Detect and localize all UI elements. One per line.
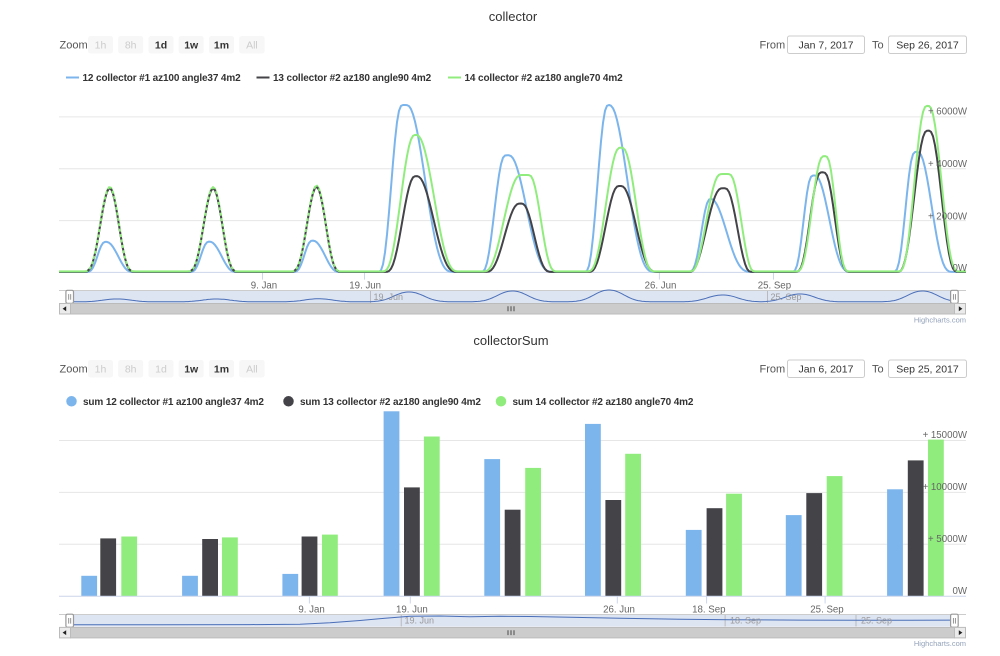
svg-text:To: To <box>872 40 884 52</box>
svg-text:1h: 1h <box>95 364 107 376</box>
svg-text:1d: 1d <box>155 364 167 376</box>
svg-text:18. Sep: 18. Sep <box>692 604 725 615</box>
svg-text:19. Jun: 19. Jun <box>405 615 435 625</box>
svg-text:1m: 1m <box>214 364 229 376</box>
svg-text:All: All <box>246 40 258 52</box>
svg-text:collectorSum: collectorSum <box>473 333 548 348</box>
svg-text:19. Jun: 19. Jun <box>349 281 381 292</box>
svg-text:12 collector #1 az100 angle37: 12 collector #1 az100 angle37 4m2 <box>83 73 242 84</box>
svg-text:Sep 25, 2017: Sep 25, 2017 <box>896 364 959 376</box>
svg-text:Zoom: Zoom <box>60 363 88 375</box>
svg-text:19. Jun: 19. Jun <box>396 604 428 615</box>
svg-text:sum 14 collector #2 az180 angl: sum 14 collector #2 az180 angle70 4m2 <box>513 397 694 408</box>
svg-text:+ 10000W: + 10000W <box>923 482 968 493</box>
svg-text:19. Jun: 19. Jun <box>374 292 404 302</box>
svg-text:Jan 6, 2017: Jan 6, 2017 <box>799 364 854 376</box>
svg-text:To: To <box>872 364 884 376</box>
svg-text:Highcharts.com: Highcharts.com <box>914 316 966 325</box>
svg-text:+ 6000W: + 6000W <box>928 107 968 118</box>
svg-text:+ 15000W: + 15000W <box>923 430 968 441</box>
svg-text:25. Sep: 25. Sep <box>758 281 791 292</box>
svg-text:sum 13 collector #2 az180 angl: sum 13 collector #2 az180 angle90 4m2 <box>300 397 481 408</box>
svg-text:Sep 26, 2017: Sep 26, 2017 <box>896 40 959 52</box>
svg-text:25. Sep: 25. Sep <box>861 615 892 625</box>
svg-text:26. Jun: 26. Jun <box>603 604 635 615</box>
svg-text:From: From <box>760 40 786 52</box>
svg-text:25. Sep: 25. Sep <box>771 292 802 302</box>
svg-text:1d: 1d <box>155 40 167 52</box>
svg-text:8h: 8h <box>125 40 137 52</box>
svg-text:0W: 0W <box>952 586 967 597</box>
svg-text:18. Sep: 18. Sep <box>730 615 761 625</box>
svg-text:+ 2000W: + 2000W <box>928 212 968 223</box>
svg-text:1w: 1w <box>184 40 199 52</box>
svg-text:From: From <box>760 364 786 376</box>
svg-text:9. Jan: 9. Jan <box>298 604 324 615</box>
svg-text:9. Jan: 9. Jan <box>251 281 277 292</box>
svg-text:25. Sep: 25. Sep <box>810 604 843 615</box>
svg-text:1m: 1m <box>214 40 229 52</box>
svg-text:1w: 1w <box>184 364 199 376</box>
svg-text:26. Jun: 26. Jun <box>645 281 677 292</box>
svg-text:13 collector #2 az180 angle90: 13 collector #2 az180 angle90 4m2 <box>273 73 432 84</box>
svg-text:0W: 0W <box>952 263 967 274</box>
svg-text:+ 5000W: + 5000W <box>928 534 968 545</box>
svg-text:Highcharts.com: Highcharts.com <box>914 639 966 648</box>
svg-text:sum 12 collector #1 az100 angl: sum 12 collector #1 az100 angle37 4m2 <box>83 397 264 408</box>
svg-text:+ 4000W: + 4000W <box>928 159 968 170</box>
svg-text:collector: collector <box>489 9 538 24</box>
svg-text:14 collector #2 az180 angle70: 14 collector #2 az180 angle70 4m2 <box>465 73 624 84</box>
svg-text:Zoom: Zoom <box>60 39 88 51</box>
svg-text:All: All <box>246 364 258 376</box>
svg-text:8h: 8h <box>125 364 137 376</box>
svg-text:Jan 7, 2017: Jan 7, 2017 <box>799 40 854 52</box>
svg-text:1h: 1h <box>95 40 107 52</box>
